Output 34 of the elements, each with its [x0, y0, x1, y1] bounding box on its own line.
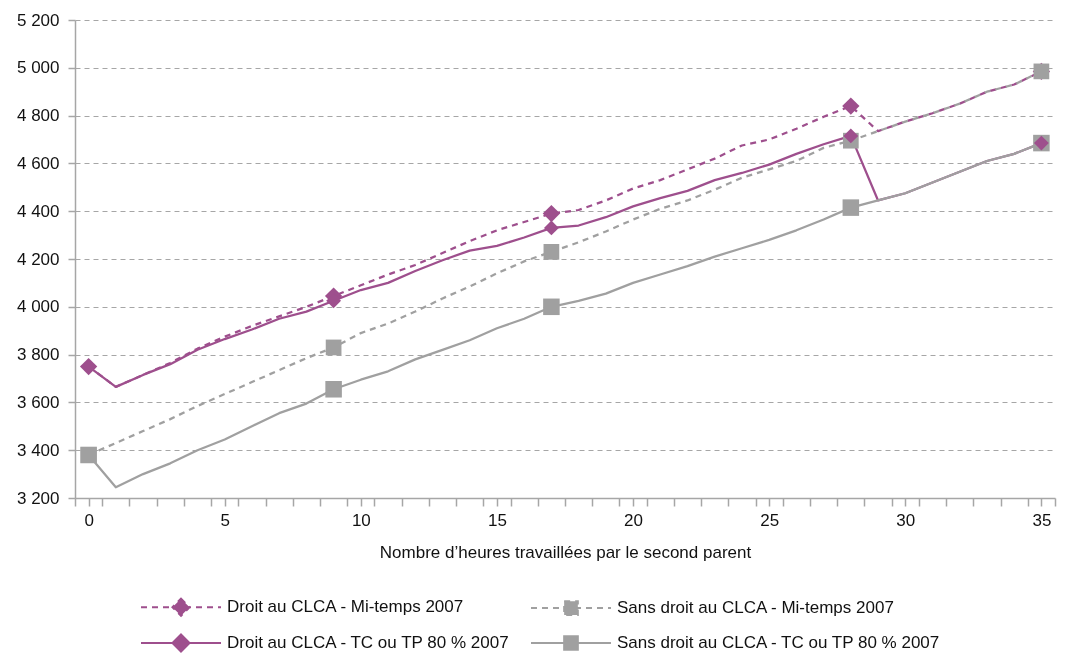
point — [325, 380, 342, 398]
point — [543, 243, 560, 260]
point — [843, 128, 859, 144]
y-tick-label: 3 800 — [16, 345, 60, 365]
point — [543, 298, 560, 316]
y-tick-label: 3 200 — [16, 488, 60, 508]
point — [842, 199, 860, 216]
point — [542, 204, 561, 223]
y-tick-label: 3 400 — [16, 440, 60, 460]
y-tick-label: 4 000 — [16, 297, 60, 317]
y-tick-label: 5 200 — [16, 10, 60, 30]
x-tick-label: 30 — [896, 510, 916, 530]
legend-label: Sans droit au CLCA - TC ou TP 80 % 2007 — [617, 633, 940, 652]
legend-label: Sans droit au CLCA - Mi-temps 2007 — [617, 598, 894, 618]
y-tick-label: 5 000 — [16, 58, 60, 78]
y-tick-label: 4 800 — [16, 106, 60, 126]
x-tick-label: 20 — [624, 510, 644, 530]
y-tick-label: 3 600 — [16, 392, 60, 412]
y-tick-label: 4 600 — [16, 153, 60, 173]
y-tick-label: 4 400 — [16, 201, 60, 221]
legend-label: Droit au CLCA - TC ou TP 80 % 2007 — [227, 633, 509, 652]
legend-label: Droit au CLCA - Mi-temps 2007 — [227, 597, 464, 617]
x-axis-title: Nombre d’heures travaillées par le second parent — [379, 542, 752, 562]
point — [79, 357, 98, 376]
x-tick-label: 25 — [760, 510, 780, 530]
x-tick-label: 35 — [1032, 510, 1052, 530]
x-tick-label: 0 — [84, 510, 94, 530]
y-tick-label: 4 200 — [16, 249, 60, 269]
x-tick-label: 15 — [487, 510, 507, 530]
point — [842, 97, 860, 115]
point — [543, 220, 559, 236]
x-tick-label: 10 — [351, 510, 371, 530]
x-tick-label: 5 — [220, 510, 230, 530]
point — [325, 339, 342, 356]
